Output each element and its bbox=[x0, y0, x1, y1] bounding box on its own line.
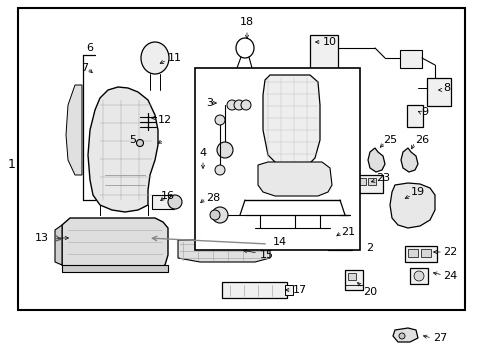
Bar bbox=[420, 249, 430, 257]
Bar bbox=[396, 195, 428, 215]
Circle shape bbox=[234, 100, 244, 110]
Text: 20: 20 bbox=[362, 287, 376, 297]
Text: 24: 24 bbox=[442, 271, 456, 281]
Bar bbox=[327, 232, 351, 250]
Text: 19: 19 bbox=[410, 187, 424, 197]
Bar bbox=[407, 249, 417, 257]
Text: 28: 28 bbox=[205, 193, 220, 203]
Bar bbox=[417, 208, 424, 213]
Circle shape bbox=[215, 115, 224, 125]
Circle shape bbox=[226, 100, 237, 110]
Text: 9: 9 bbox=[421, 107, 427, 117]
Text: 23: 23 bbox=[375, 173, 389, 183]
Text: 22: 22 bbox=[442, 247, 456, 257]
Bar bbox=[408, 198, 415, 205]
Bar bbox=[285, 285, 292, 295]
Circle shape bbox=[241, 100, 250, 110]
Ellipse shape bbox=[141, 42, 169, 74]
Bar bbox=[18, 8, 464, 310]
Bar bbox=[354, 175, 382, 193]
Polygon shape bbox=[66, 85, 82, 175]
Text: 8: 8 bbox=[443, 83, 449, 93]
Bar bbox=[152, 195, 174, 209]
Bar bbox=[367, 178, 375, 185]
Bar bbox=[337, 235, 342, 241]
Circle shape bbox=[209, 210, 220, 220]
Polygon shape bbox=[400, 148, 417, 172]
Polygon shape bbox=[55, 225, 62, 265]
Circle shape bbox=[136, 139, 143, 147]
Text: 21: 21 bbox=[340, 227, 354, 237]
Text: 7: 7 bbox=[81, 63, 88, 73]
Bar bbox=[345, 270, 362, 290]
Bar bbox=[195, 68, 359, 250]
Text: 18: 18 bbox=[240, 17, 254, 27]
Bar bbox=[399, 208, 406, 213]
Polygon shape bbox=[88, 87, 158, 212]
Bar bbox=[406, 105, 422, 127]
Text: 14: 14 bbox=[272, 237, 286, 247]
Bar bbox=[426, 78, 450, 106]
Text: 10: 10 bbox=[323, 37, 336, 47]
Text: 15: 15 bbox=[260, 250, 273, 260]
Bar bbox=[345, 235, 349, 241]
Bar bbox=[222, 282, 286, 298]
Circle shape bbox=[398, 333, 404, 339]
Circle shape bbox=[215, 165, 224, 175]
Polygon shape bbox=[367, 148, 384, 172]
Polygon shape bbox=[62, 218, 168, 270]
Bar bbox=[404, 246, 436, 262]
Bar bbox=[357, 178, 365, 185]
Circle shape bbox=[217, 142, 232, 158]
Text: 17: 17 bbox=[292, 285, 306, 295]
Bar bbox=[399, 198, 406, 205]
Polygon shape bbox=[263, 75, 319, 170]
Text: 25: 25 bbox=[382, 135, 396, 145]
Polygon shape bbox=[258, 162, 331, 196]
Bar bbox=[409, 268, 427, 284]
Text: 16: 16 bbox=[161, 191, 175, 201]
Polygon shape bbox=[178, 240, 269, 262]
Text: 5: 5 bbox=[129, 135, 136, 145]
Polygon shape bbox=[392, 328, 417, 342]
Text: 6: 6 bbox=[86, 43, 93, 53]
Circle shape bbox=[413, 271, 423, 281]
Bar bbox=[309, 35, 337, 73]
Circle shape bbox=[168, 195, 182, 209]
Text: 27: 27 bbox=[432, 333, 446, 343]
Bar bbox=[329, 243, 349, 247]
Polygon shape bbox=[62, 265, 168, 272]
Bar bbox=[347, 273, 355, 280]
Text: 12: 12 bbox=[158, 115, 172, 125]
Polygon shape bbox=[389, 183, 434, 228]
Bar bbox=[330, 235, 335, 241]
Bar bbox=[417, 198, 424, 205]
Text: 2: 2 bbox=[366, 243, 373, 253]
Text: 13: 13 bbox=[35, 233, 49, 243]
Text: 3: 3 bbox=[206, 98, 213, 108]
Text: 11: 11 bbox=[168, 53, 182, 63]
Text: 26: 26 bbox=[414, 135, 428, 145]
Text: 1: 1 bbox=[8, 158, 16, 171]
Circle shape bbox=[212, 207, 227, 223]
Bar bbox=[399, 50, 421, 68]
Text: 4: 4 bbox=[199, 148, 206, 158]
Bar bbox=[408, 208, 415, 213]
